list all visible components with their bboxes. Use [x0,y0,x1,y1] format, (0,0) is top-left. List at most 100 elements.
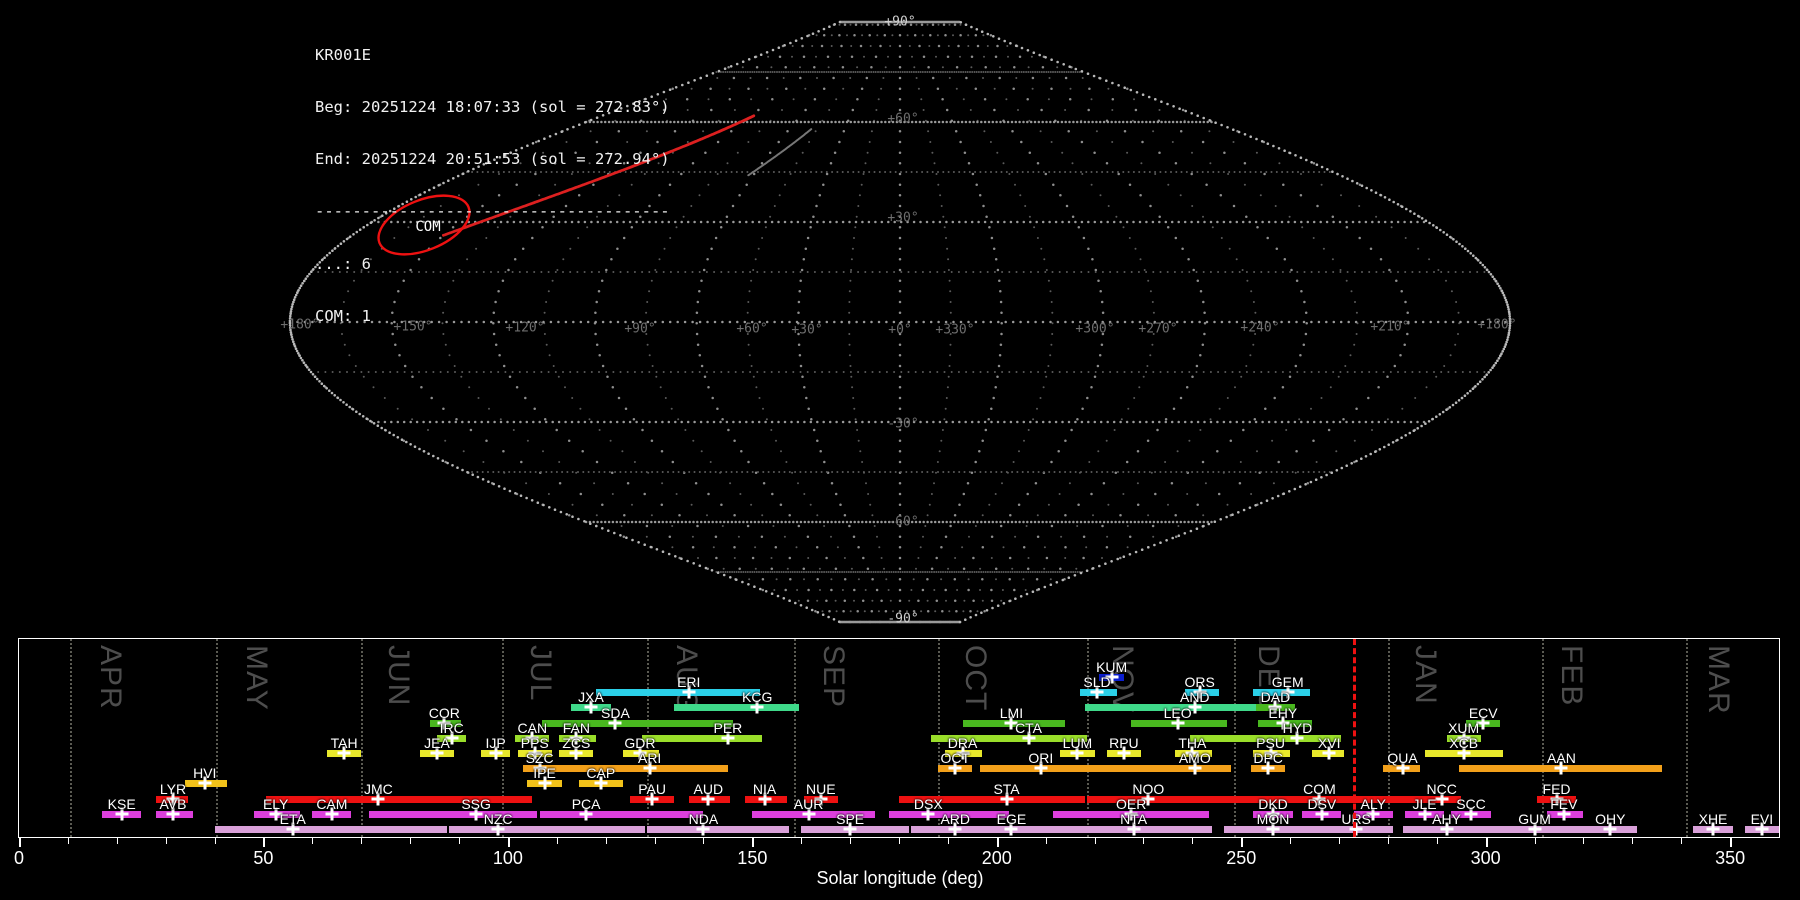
shower-peak-marker [286,822,300,836]
month-separator [1387,639,1390,837]
shower-bar[interactable] [647,826,789,833]
shower-code-label: FED [1542,780,1571,797]
shower-bar[interactable] [265,795,533,803]
shower-peak-marker [1004,716,1018,730]
shower-peak-marker [1464,807,1478,821]
shower-code-label: GEM [1271,674,1304,691]
sky-map-panel: +180° +150° +120° +90° +60° +30° +0° +330° +300°… [280,15,1516,627]
shower-peak-marker [948,761,962,775]
shower-peak-marker [1366,807,1380,821]
shower-bar[interactable] [595,689,760,697]
shower-bar[interactable] [1087,795,1254,803]
x-tick-minor [312,838,314,844]
shower-code-label: SZC [525,750,554,767]
x-tick-label: 250 [1226,848,1257,868]
shower-bar[interactable] [539,810,704,818]
shower-code-label: JLE [1412,795,1437,812]
x-tick-minor [1534,838,1536,844]
shower-peak-marker [682,685,696,699]
shower-bar[interactable] [1224,826,1342,833]
shower-peak-marker [1188,761,1202,775]
shower-peak-marker [166,807,180,821]
com-ellipse [377,194,471,256]
shower-bar[interactable] [1253,795,1427,803]
shower-peak-marker [1476,716,1490,730]
shower-code-label: KSE [107,795,136,812]
shower-code-label: SDA [601,704,630,721]
shower-bar[interactable] [930,734,1088,742]
shower-code-label: CTA [1015,719,1043,736]
shower-code-label: ELY [262,795,289,812]
shower-code-label: NUE [805,780,836,797]
shower-peak-marker [489,746,503,760]
shower-code-label: DRA [947,735,978,751]
shower-bar[interactable] [642,734,763,742]
shower-bar[interactable] [368,810,538,818]
shower-peak-marker [1276,716,1290,730]
shower-code-label: LUM [1062,735,1093,751]
shower-bar[interactable] [551,765,728,773]
shower-bar[interactable] [1084,704,1269,712]
shower-bar[interactable] [899,795,1085,803]
shower-code-label: QUA [1387,750,1418,767]
shower-code-label: GUM [1518,811,1551,827]
shower-bar[interactable] [911,826,1022,833]
shower-code-label: LEO [1163,704,1192,721]
shower-peak-marker [1603,822,1617,836]
shower-peak-marker [948,822,962,836]
ra-tick-label: +300° [1075,321,1115,337]
shower-code-label: OER [1116,795,1147,812]
month-label: JAN [1408,645,1442,705]
shower-peak-marker [594,776,608,790]
shower-code-label: THA [1178,735,1207,751]
shower-code-label: AUR [793,795,824,812]
shower-peak-marker [608,716,622,730]
x-tick-major [1730,838,1733,847]
shower-bar[interactable] [1189,734,1342,742]
ra-tick-label: +180° [280,317,320,333]
shower-bar[interactable] [889,810,1009,818]
shower-bar[interactable] [449,826,645,833]
shower-bar[interactable] [674,704,799,712]
shower-peak-marker [584,700,598,714]
ra-tick-label: +270° [1138,321,1178,337]
shower-peak-marker [579,807,593,821]
shower-bar[interactable] [214,826,447,833]
shower-bar[interactable] [972,826,1071,833]
shower-peak-marker [1435,792,1449,806]
shower-code-label: NZC [483,811,513,827]
shower-code-label: PER [713,719,743,736]
shower-code-label: MON [1256,811,1290,827]
month-label: MAR [1702,645,1735,715]
shower-code-label: AAN [1547,750,1576,767]
x-tick-label: 100 [492,848,523,868]
shower-code-label: NIA [752,780,777,797]
shower-peak-marker [1264,746,1278,760]
shower-peak-marker [1185,746,1199,760]
shower-peak-marker [1290,731,1304,745]
month-label: JUN [382,645,415,707]
shower-code-label: PPS [520,735,549,751]
x-tick-major [1241,838,1244,847]
x-tick-minor [703,838,705,844]
month-label: APR [93,645,127,710]
x-tick-minor [410,838,412,844]
month-label: JUL [523,645,557,702]
shower-bar[interactable] [979,765,1149,773]
shower-bar[interactable] [1402,826,1515,833]
month-label: SEP [817,645,851,709]
ra-tick-label: +120° [505,320,545,336]
shower-peak-marker [1268,700,1282,714]
x-tick-minor [67,838,69,844]
shower-code-label: SSG [461,795,491,812]
x-tick-label: 150 [737,848,768,868]
shower-peak-marker [325,807,339,821]
shower-code-label: DSX [913,795,943,812]
shower-code-label: CAM [316,795,348,812]
shower-peak-marker [538,776,552,790]
shower-bar[interactable] [542,719,733,727]
current-solar-longitude-marker [1353,639,1357,837]
ra-tick-label: +60° [736,321,768,337]
x-axis: 0 50 100 150 200 250 300 350 [14,838,1780,900]
shower-code-label: DSV [1307,795,1337,812]
